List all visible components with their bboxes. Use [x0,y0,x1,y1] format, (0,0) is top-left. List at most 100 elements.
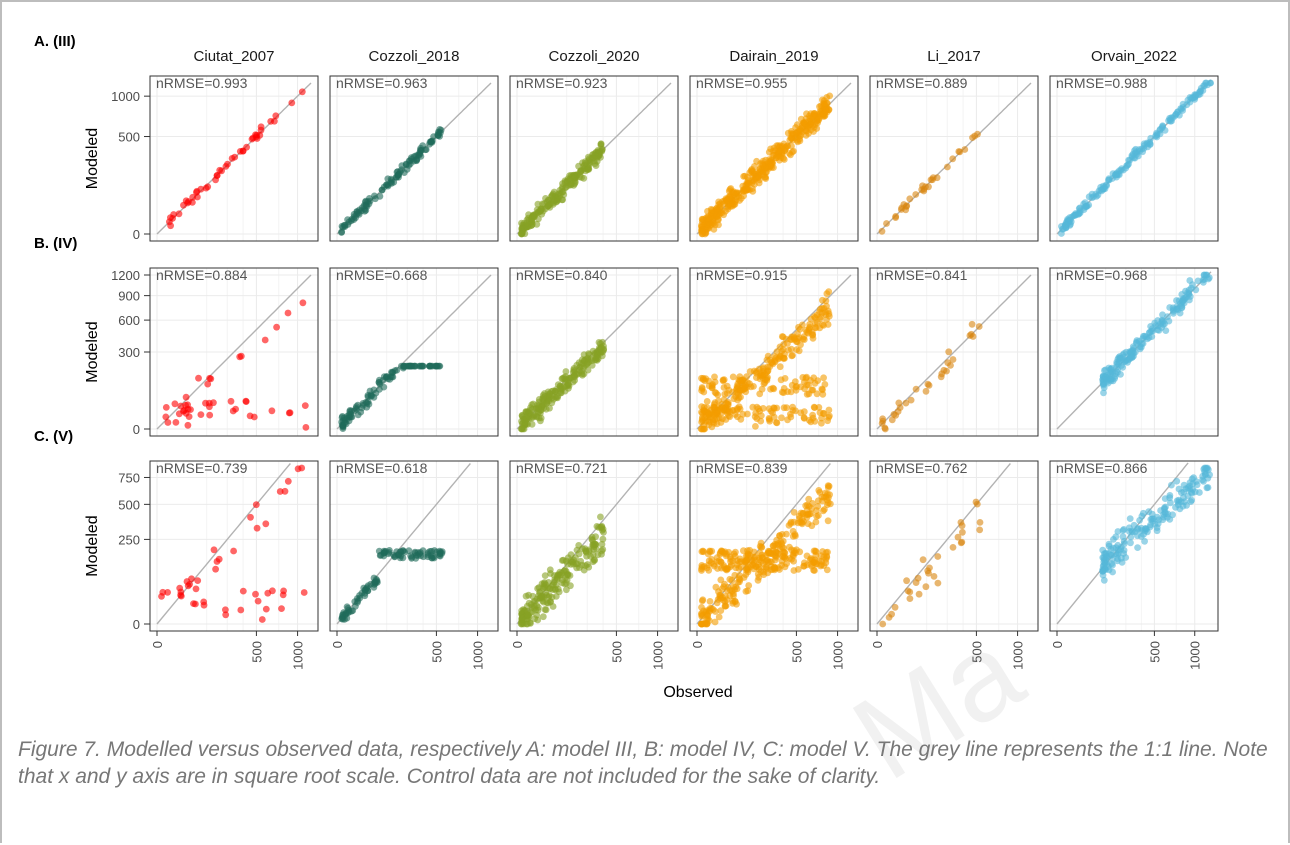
data-point [394,171,402,179]
data-point [903,577,910,585]
data-point [428,554,436,562]
nrmse-label: nRMSE=0.739 [156,460,248,476]
data-point [773,549,781,557]
data-point [367,392,375,400]
data-point [523,607,531,615]
nrmse-label: nRMSE=0.968 [1056,267,1148,283]
data-point [703,398,711,405]
data-point [724,583,732,591]
data-point [1066,216,1074,224]
data-point [947,362,954,369]
data-point [790,509,798,516]
data-point [546,404,553,412]
data-point [1146,328,1154,336]
data-point [353,208,361,216]
nrmse-label: nRMSE=0.963 [336,75,428,91]
data-point [258,616,266,623]
data-point [755,405,762,413]
data-point [237,606,245,614]
data-point [790,547,798,554]
data-point [812,560,820,568]
data-point [167,222,175,230]
data-point [1075,210,1083,218]
y-axis-title: Modeled [84,128,101,189]
panel-border [149,460,319,632]
nrmse-label: nRMSE=0.840 [516,267,608,283]
data-point [806,323,813,331]
data-point [934,579,942,587]
data-point [739,187,747,194]
data-point [278,605,285,612]
reference-line-1-1 [876,82,1032,235]
data-point [1131,528,1139,536]
data-point [537,417,544,425]
data-point [891,603,899,611]
data-point [783,142,791,150]
data-point [789,403,796,411]
data-point [699,230,706,238]
data-point [915,590,923,598]
data-point [370,583,378,591]
panel-border [869,75,1039,242]
data-point [778,414,785,422]
data-point [559,576,566,584]
data-point [588,533,596,541]
data-point [242,397,250,405]
data-point [799,335,807,343]
data-point [718,585,726,593]
y-tick-label: 900 [118,289,140,304]
data-point [598,145,606,153]
data-point [571,173,579,180]
x-tick-label: 0 [150,641,165,648]
panel-border [329,75,499,242]
nrmse-label: nRMSE=0.839 [696,460,788,476]
data-point [705,377,713,385]
data-point [802,502,810,510]
data-point [252,590,259,598]
data-point [376,552,384,559]
data-point [730,583,737,590]
data-point [1172,503,1179,511]
data-point [1152,322,1160,330]
data-point [819,296,826,304]
data-point [386,375,394,383]
reference-line-1-1 [876,274,1032,430]
data-point [912,385,920,393]
nrmse-label: nRMSE=0.988 [1056,75,1148,91]
data-point [427,138,435,146]
data-point [587,158,594,166]
data-point [350,213,358,221]
data-point [585,563,593,571]
data-point [700,607,707,615]
facet-title-li_2017: Li_2017 [927,48,980,65]
data-point [729,407,736,414]
y-axis-title: Modeled [84,321,101,382]
data-point [1115,360,1122,368]
data-point [819,96,826,104]
data-point [698,620,705,628]
data-point [247,513,254,521]
data-point [1120,540,1128,548]
data-point [1134,544,1141,551]
data-point [1141,537,1148,545]
data-point [699,374,707,382]
data-point [569,558,577,566]
data-point [218,167,226,175]
data-point [744,566,752,574]
data-point [797,409,805,417]
data-point [1141,332,1148,340]
data-point [922,583,930,591]
data-point [814,377,822,384]
data-point [545,397,553,405]
data-point [338,229,345,236]
data-point [764,569,772,577]
data-point [902,203,910,210]
data-point [704,612,711,620]
data-point [557,384,565,391]
data-point [769,384,777,392]
data-point [793,346,800,353]
data-point [342,610,350,618]
data-point [879,415,886,423]
data-point [815,487,823,494]
data-point [811,567,818,574]
